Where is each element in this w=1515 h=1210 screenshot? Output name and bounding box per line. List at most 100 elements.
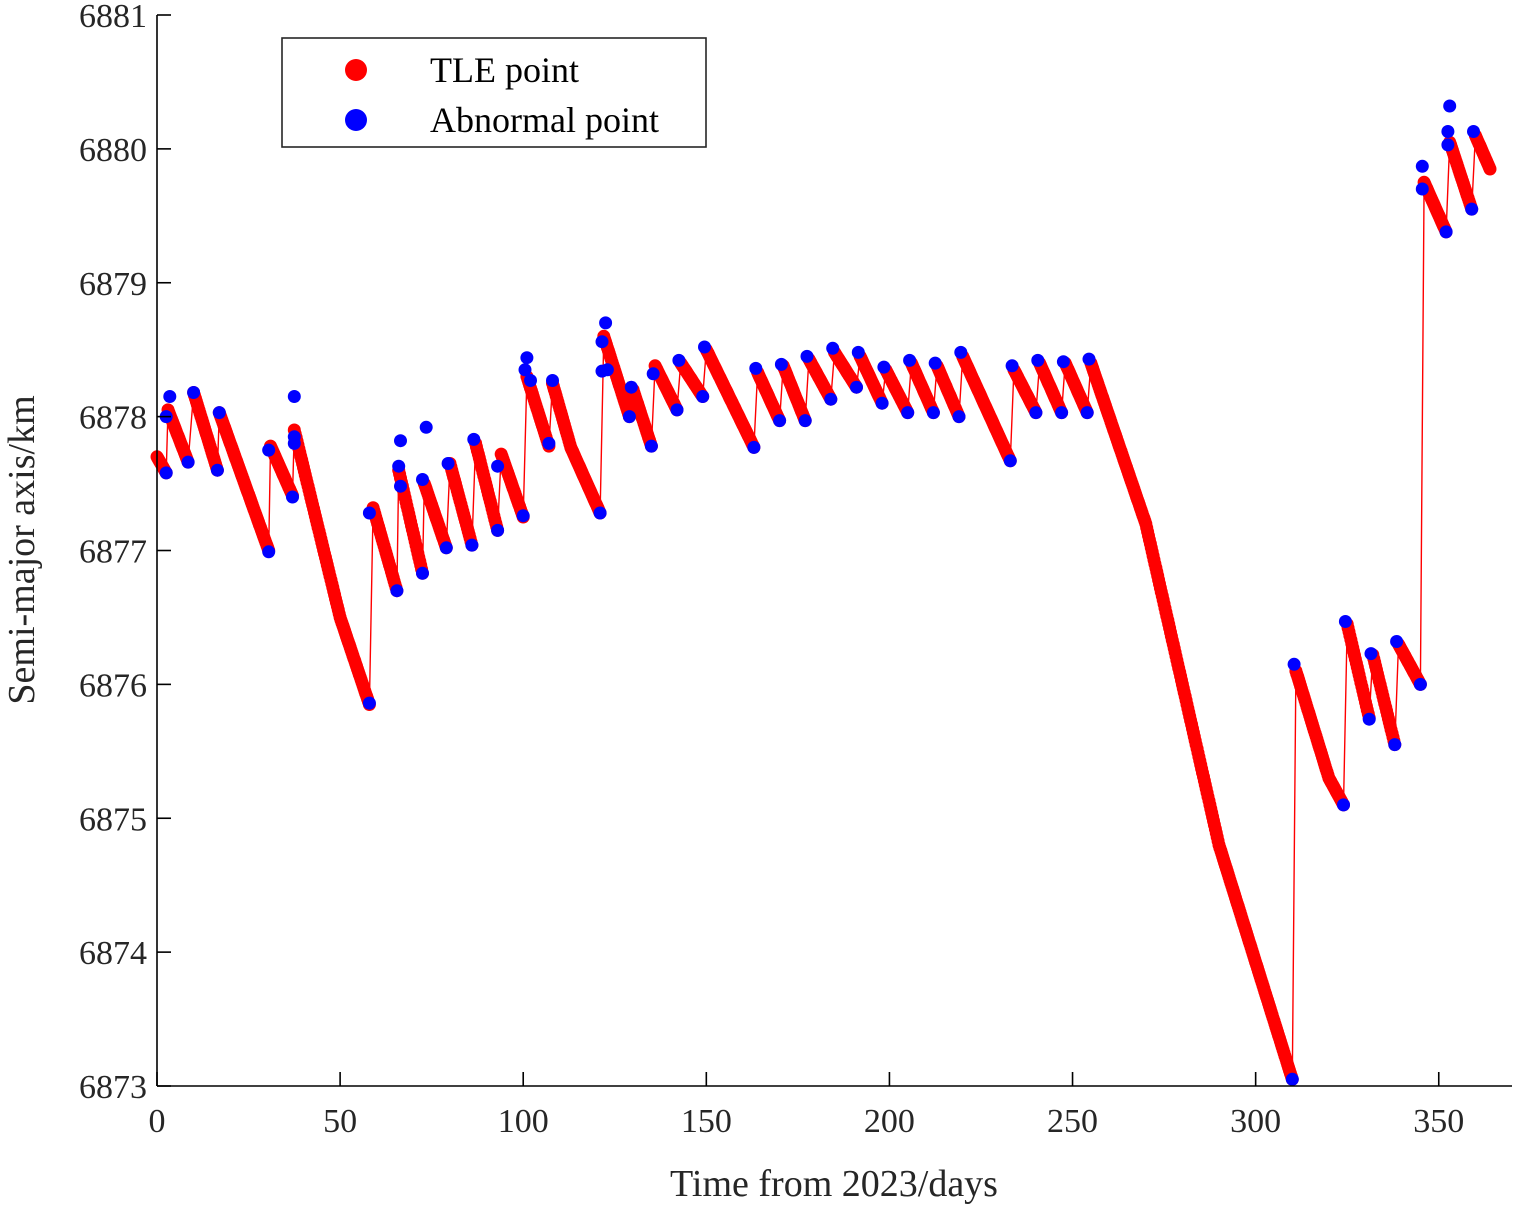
abnormal-point xyxy=(262,443,276,457)
x-tick-label: 150 xyxy=(681,1103,732,1140)
abnormal-point xyxy=(524,374,537,387)
y-tick-label: 6878 xyxy=(79,400,147,437)
abnormal-point xyxy=(520,351,534,365)
y-tick-label: 6877 xyxy=(79,534,147,571)
x-tick-label: 200 xyxy=(864,1103,915,1140)
legend-tle-label: TLE point xyxy=(430,50,579,90)
abnormal-point xyxy=(1003,454,1017,468)
series-layer xyxy=(150,99,1497,1086)
abnormal-point xyxy=(181,455,195,469)
abnormal-point xyxy=(1285,1072,1299,1086)
y-tick-label: 6881 xyxy=(79,0,147,35)
abnormal-point xyxy=(163,390,177,403)
abnormal-point xyxy=(1082,352,1096,366)
abnormal-point xyxy=(210,463,224,477)
ticks-layer: 0 50 100 150 200 250 300 350 6873 6874 6875 6876 687… xyxy=(79,0,1464,1140)
tle-point xyxy=(1483,162,1497,176)
x-tick-label: 350 xyxy=(1413,1103,1464,1140)
abnormal-point xyxy=(491,459,505,473)
abnormal-point xyxy=(749,361,763,375)
abnormal-point xyxy=(1029,406,1043,420)
abnormal-point xyxy=(624,380,638,394)
abnormal-point xyxy=(394,434,407,448)
abnormal-point xyxy=(595,335,609,349)
abnormal-point xyxy=(600,363,614,377)
x-tick-label: 50 xyxy=(323,1103,357,1140)
abnormal-point xyxy=(392,459,406,473)
abnormal-point xyxy=(1465,202,1479,216)
abnormal-point xyxy=(1441,125,1455,138)
y-axis-label: Semi-major axis/km xyxy=(1,395,43,704)
abnormal-point xyxy=(670,403,684,417)
abnormal-point xyxy=(850,380,863,394)
y-tick-label: 6875 xyxy=(79,801,147,838)
abnormal-point xyxy=(952,410,966,424)
abnormal-point xyxy=(491,523,505,537)
legend-abnormal-marker xyxy=(345,109,367,131)
legend-tle-marker xyxy=(345,59,367,81)
abnormal-point xyxy=(1338,615,1352,628)
abnormal-point xyxy=(672,353,686,367)
abnormal-point xyxy=(467,432,481,446)
abnormal-point xyxy=(416,566,429,580)
abnormal-point xyxy=(1337,798,1350,812)
x-tick-label: 0 xyxy=(149,1103,166,1140)
abnormal-point xyxy=(187,386,201,399)
x-tick-label: 250 xyxy=(1047,1103,1098,1140)
abnormal-point xyxy=(599,316,613,330)
abnormal-point xyxy=(774,357,788,371)
abnormal-point xyxy=(1055,406,1069,420)
abnormal-point xyxy=(1364,647,1378,661)
abnormal-point xyxy=(542,436,556,450)
abnormal-point xyxy=(212,406,226,420)
y-tick-label: 6874 xyxy=(79,935,147,972)
y-tick-label: 6876 xyxy=(79,667,147,704)
abnormal-point xyxy=(646,367,660,381)
abnormal-point xyxy=(390,584,404,598)
y-tick-label: 6879 xyxy=(79,266,147,303)
x-axis-label: Time from 2023/days xyxy=(670,1163,998,1205)
abnormal-point xyxy=(877,360,891,374)
abnormal-point xyxy=(518,363,532,377)
abnormal-point xyxy=(826,341,840,355)
abnormal-point xyxy=(698,340,711,354)
abnormal-point xyxy=(622,410,636,424)
abnormal-point xyxy=(696,390,710,403)
abnormal-point xyxy=(593,506,607,520)
abnormal-point xyxy=(644,439,658,453)
abnormal-point xyxy=(1415,182,1429,196)
abnormal-point xyxy=(798,414,812,428)
abnormal-point xyxy=(1443,99,1457,113)
abnormal-point xyxy=(1441,138,1455,152)
abnormal-point xyxy=(1413,677,1427,691)
abnormal-point xyxy=(1056,355,1070,369)
abnormal-point xyxy=(1080,406,1094,420)
abnormal-point xyxy=(875,396,889,410)
abnormal-point xyxy=(901,406,915,420)
abnormal-point xyxy=(439,541,453,555)
abnormal-point xyxy=(362,506,376,520)
abnormal-point xyxy=(1287,657,1301,671)
legend-abnormal-label: Abnormal point xyxy=(430,100,659,140)
y-tick-label: 6873 xyxy=(79,1069,147,1106)
abnormal-point xyxy=(441,457,455,470)
abnormal-point xyxy=(362,696,376,710)
x-tick-label: 100 xyxy=(498,1103,549,1140)
abnormal-point xyxy=(773,414,787,428)
abnormal-point xyxy=(851,345,865,359)
abnormal-point xyxy=(416,473,429,486)
abnormal-point xyxy=(928,356,942,370)
abnormal-point xyxy=(465,538,479,552)
abnormal-point xyxy=(1005,359,1019,373)
y-tick-label: 6880 xyxy=(79,132,147,169)
abnormal-point xyxy=(419,420,433,434)
x-tick-label: 300 xyxy=(1230,1103,1281,1140)
abnormal-point xyxy=(824,392,838,406)
abnormal-point xyxy=(903,353,917,367)
abnormal-point xyxy=(1415,159,1429,173)
abnormal-point xyxy=(800,349,814,363)
abnormal-point xyxy=(1390,635,1404,648)
abnormal-point xyxy=(516,509,530,523)
abnormal-point xyxy=(287,390,301,403)
